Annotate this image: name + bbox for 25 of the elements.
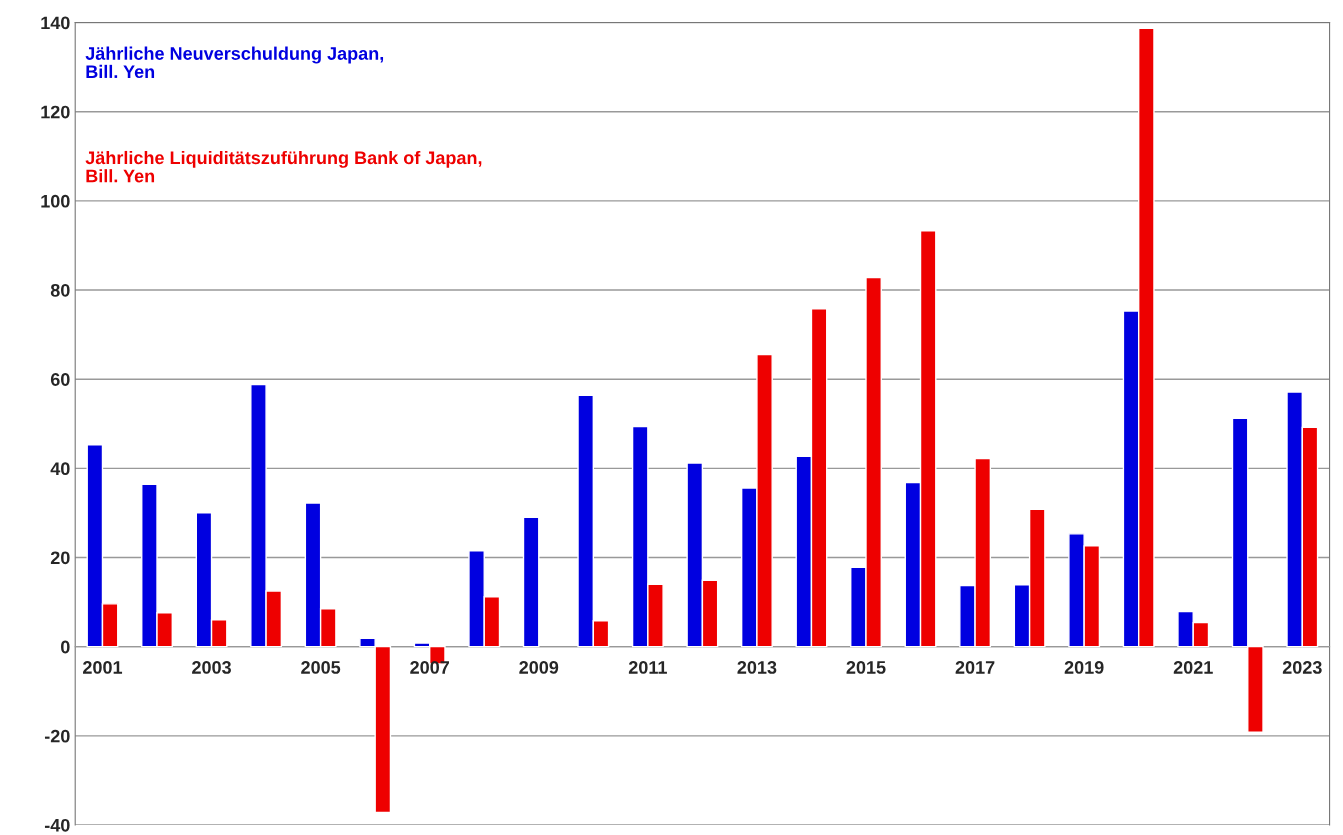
y-tick-label: 100 — [41, 194, 70, 208]
x-tick-label: 2021 — [1173, 661, 1213, 674]
y-tick-label: 140 — [41, 16, 70, 30]
x-tick-label: 2023 — [1282, 661, 1322, 674]
x-tick-label: 2001 — [83, 661, 123, 674]
text: Jährliche Liquiditätszuführung Bank of Japan, Bill. Yen — [85, 150, 482, 183]
x-tick-label: 2011 — [628, 661, 667, 674]
y-tick-label: -20 — [44, 729, 70, 743]
y-tick-label: 120 — [41, 105, 70, 119]
y-tick-label: -40 — [44, 818, 70, 832]
bar — [522, 516, 540, 648]
x-tick-label: 2005 — [301, 661, 341, 674]
y-tick-label: 40 — [50, 462, 70, 476]
x-tick-label: 2013 — [737, 661, 777, 674]
text: Jährliche Neuverschuldung Japan, Bill. Yen — [85, 46, 384, 79]
x-tick-label: 2019 — [1064, 661, 1104, 674]
y-tick-label: 0 — [61, 640, 70, 654]
x-tick-label: 2015 — [846, 661, 886, 674]
y-tick-label: 80 — [50, 283, 70, 297]
x-tick-label: 2009 — [519, 661, 559, 674]
y-tick-label: 20 — [50, 551, 70, 565]
x-tick-label: 2003 — [192, 661, 231, 674]
x-tick-label: 2017 — [955, 661, 995, 674]
y-tick-label: 60 — [50, 373, 70, 386]
x-tick-label: 2007 — [410, 661, 449, 674]
